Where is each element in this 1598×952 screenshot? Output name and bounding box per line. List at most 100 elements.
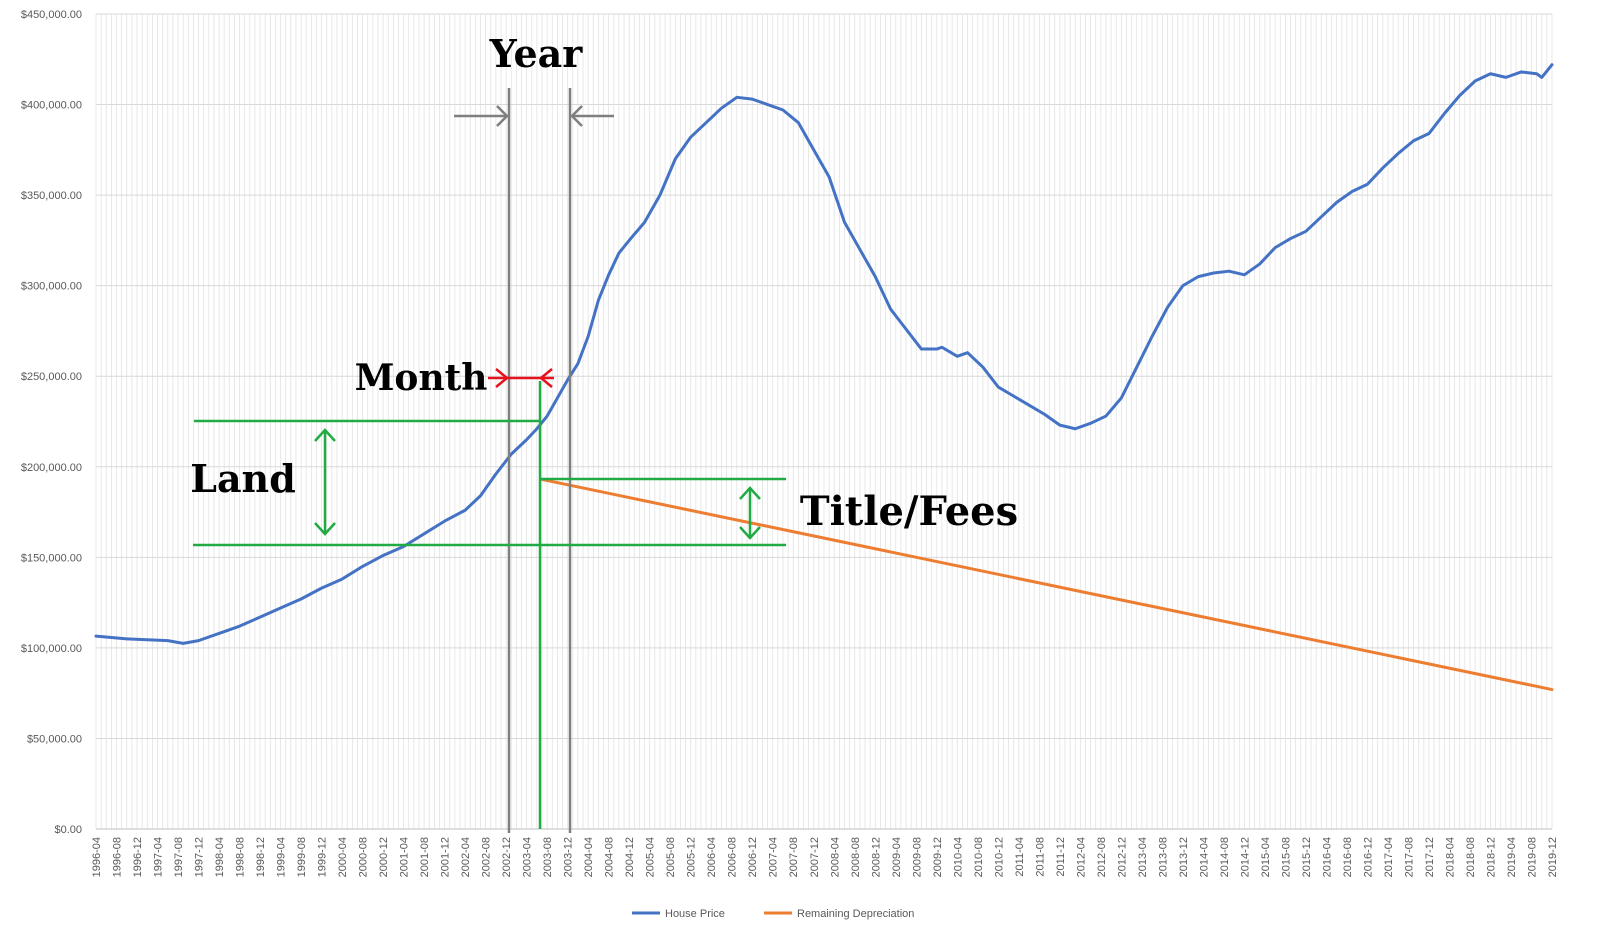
x-tick-label: 2016-12 <box>1362 837 1374 877</box>
x-tick-label: 1997-08 <box>173 837 185 877</box>
year-left-arrowhead <box>496 105 509 127</box>
x-tick-label: 2006-12 <box>747 837 759 877</box>
grid-layer <box>95 13 1553 830</box>
x-tick-label: 2003-04 <box>522 837 534 877</box>
x-tick-label: 2001-08 <box>419 837 431 877</box>
x-tick-label: 1999-04 <box>276 837 288 877</box>
x-tick-label: 2016-08 <box>1342 837 1354 877</box>
x-tick-label: 2006-08 <box>727 837 739 877</box>
x-tick-label: 1997-04 <box>153 837 165 877</box>
x-tick-label: 2000-12 <box>378 837 390 877</box>
y-tick-label: $250,000.00 <box>21 371 82 383</box>
y-tick-label: $450,000.00 <box>21 9 82 21</box>
legend: House Price Remaining Depreciation <box>632 908 914 920</box>
x-tick-label: 2006-04 <box>706 837 718 877</box>
x-tick-label: 2003-12 <box>563 837 575 877</box>
x-tick-label: 2010-04 <box>952 837 964 877</box>
legend-label-remaining-depreciation: Remaining Depreciation <box>797 908 914 920</box>
x-tick-label: 2014-12 <box>1239 837 1251 877</box>
x-tick-label: 2009-08 <box>911 837 923 877</box>
x-tick-label: 2018-08 <box>1465 837 1477 877</box>
y-tick-label: $400,000.00 <box>21 100 82 112</box>
x-tick-label: 2016-04 <box>1321 837 1333 877</box>
x-tick-label: 2002-08 <box>481 837 493 877</box>
land-arrowhead-up <box>314 428 336 442</box>
x-axis-ticks: 1996-04 1996-08 1996-12 1997-04 1997-08 1997-… <box>91 837 1559 877</box>
annotation-layer: Year Month Land Title/Fees <box>190 31 1018 833</box>
x-tick-label: 2007-04 <box>768 837 780 877</box>
x-tick-label: 2004-04 <box>583 837 595 877</box>
x-tick-label: 2001-12 <box>440 837 452 877</box>
y-tick-label: $300,000.00 <box>21 281 82 293</box>
x-tick-label: 2008-12 <box>870 837 882 877</box>
x-tick-label: 2010-12 <box>993 837 1005 877</box>
series-line-remaining-depreciation <box>540 477 1554 692</box>
y-tick-label: $100,000.00 <box>21 643 82 655</box>
x-tick-label: 1996-04 <box>91 837 103 877</box>
x-tick-label: 1999-08 <box>296 837 308 877</box>
x-tick-label: 2001-04 <box>399 837 411 877</box>
x-tick-label: 2009-12 <box>932 837 944 877</box>
x-tick-label: 2002-12 <box>501 837 513 877</box>
title-fees-annotation: Title/Fees <box>800 488 1018 535</box>
x-tick-label: 2007-08 <box>788 837 800 877</box>
x-tick-label: 2013-12 <box>1178 837 1190 877</box>
y-tick-label: $50,000.00 <box>27 733 82 745</box>
x-tick-label: 2019-04 <box>1506 837 1518 877</box>
month-left-arrowhead <box>495 368 509 388</box>
x-tick-label: 2012-04 <box>1075 837 1087 877</box>
x-tick-label: 2011-12 <box>1055 837 1067 877</box>
x-tick-label: 1996-12 <box>132 837 144 877</box>
x-tick-label: 2012-08 <box>1096 837 1108 877</box>
series-layer <box>94 63 1554 692</box>
x-tick-label: 2019-08 <box>1526 837 1538 877</box>
x-tick-label: 2017-12 <box>1424 837 1436 877</box>
title-fees-arrowhead-up <box>739 486 761 500</box>
x-tick-label: 2014-04 <box>1198 837 1210 877</box>
x-tick-label: 2015-08 <box>1280 837 1292 877</box>
x-tick-label: 2011-04 <box>1014 837 1026 877</box>
x-tick-label: 2014-08 <box>1219 837 1231 877</box>
x-tick-label: 1997-12 <box>194 837 206 877</box>
x-tick-label: 2017-08 <box>1403 837 1415 877</box>
x-tick-label: 2000-04 <box>337 837 349 877</box>
x-tick-label: 2009-04 <box>891 837 903 877</box>
y-tick-label: $200,000.00 <box>21 462 82 474</box>
title-fees-arrowhead-down <box>739 526 761 540</box>
year-annotation: Year <box>489 31 584 76</box>
x-tick-label: 2015-04 <box>1260 837 1272 877</box>
land-annotation: Land <box>190 456 296 501</box>
x-tick-label: 2008-08 <box>850 837 862 877</box>
x-tick-label: 2005-12 <box>686 837 698 877</box>
x-tick-label: 2017-04 <box>1383 837 1395 877</box>
x-tick-label: 2008-04 <box>829 837 841 877</box>
x-tick-label: 1998-04 <box>214 837 226 877</box>
x-tick-label: 2010-08 <box>973 837 985 877</box>
x-tick-label: 2012-12 <box>1116 837 1128 877</box>
x-tick-label: 2011-08 <box>1034 837 1046 877</box>
x-tick-label: 2018-12 <box>1485 837 1497 877</box>
x-tick-label: 1999-12 <box>317 837 329 877</box>
x-tick-label: 2005-04 <box>645 837 657 877</box>
x-tick-label: 2013-08 <box>1157 837 1169 877</box>
x-tick-label: 2005-08 <box>665 837 677 877</box>
x-tick-label: 1998-12 <box>255 837 267 877</box>
x-tick-label: 2004-08 <box>604 837 616 877</box>
month-annotation: Month <box>355 357 488 399</box>
x-tick-label: 2015-12 <box>1301 837 1313 877</box>
x-tick-label: 2000-08 <box>358 837 370 877</box>
x-tick-label: 2007-12 <box>809 837 821 877</box>
x-tick-label: 2013-04 <box>1137 837 1149 877</box>
y-axis-ticks: $0.00 $50,000.00 $100,000.00 $150,000.00 $20… <box>21 9 82 836</box>
year-right-arrowhead <box>570 105 583 127</box>
x-tick-label: 2019-12 <box>1547 837 1559 877</box>
legend-label-house-price: House Price <box>665 908 725 920</box>
x-tick-label: 2003-08 <box>542 837 554 877</box>
x-tick-label: 1998-08 <box>235 837 247 877</box>
x-tick-label: 1996-08 <box>112 837 124 877</box>
month-right-arrowhead <box>539 368 553 388</box>
y-tick-label: $0.00 <box>54 824 82 836</box>
land-arrowhead-down <box>314 522 336 536</box>
